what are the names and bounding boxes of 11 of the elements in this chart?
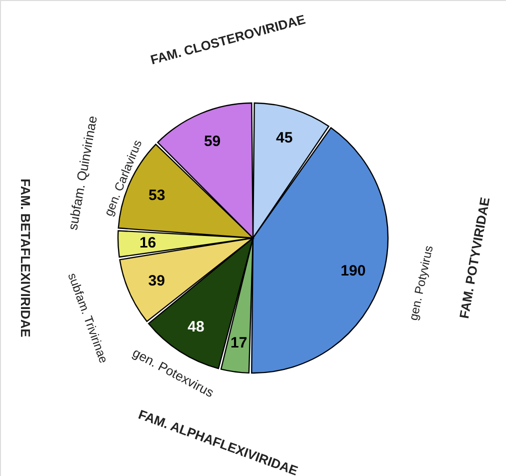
- data-label: 190: [340, 262, 366, 280]
- data-label: 48: [188, 318, 204, 336]
- text: gen. Potyvirus: [406, 244, 436, 322]
- data-label: 39: [148, 272, 165, 290]
- text: subfam. Quinvirinae: [65, 114, 100, 232]
- text: FAM. BETAFLEXIVIRIDAE: [18, 178, 33, 338]
- data-label: 59: [204, 132, 221, 150]
- data-label: 53: [148, 187, 166, 204]
- data-label: 17: [230, 334, 248, 352]
- data-label: 45: [276, 129, 293, 146]
- data-label: 16: [139, 234, 156, 252]
